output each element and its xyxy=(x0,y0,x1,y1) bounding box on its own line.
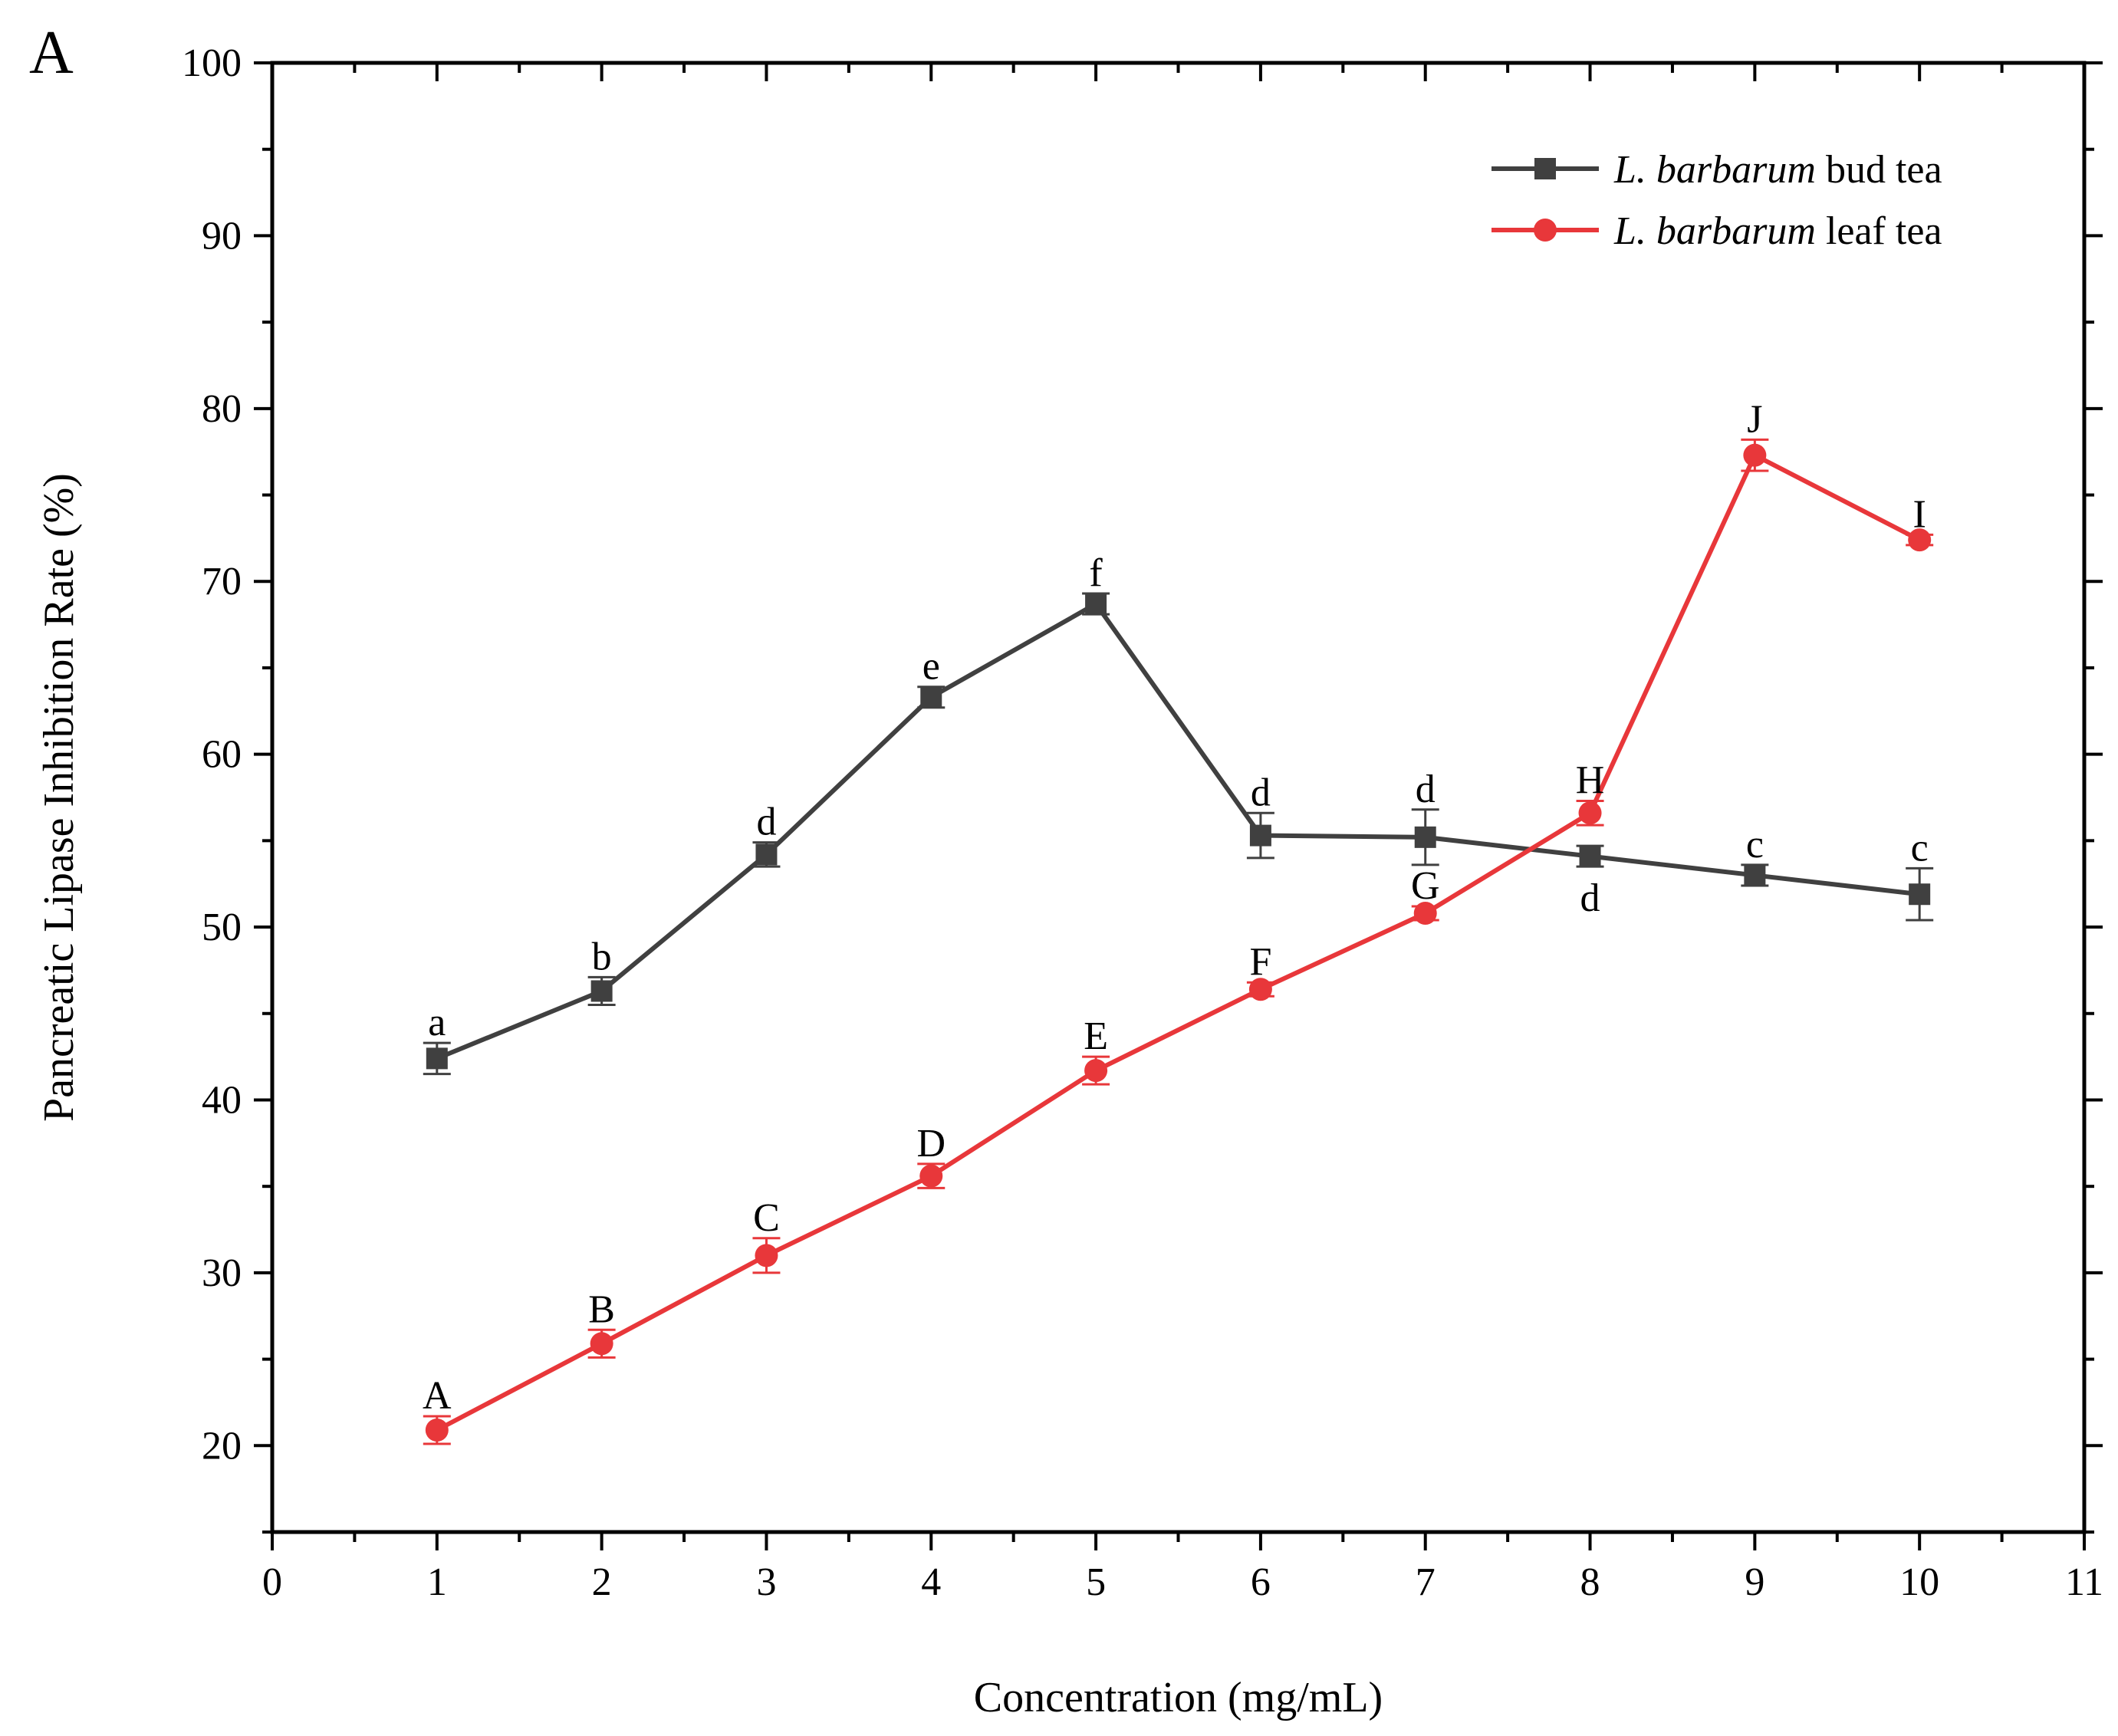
legend-label: L. barbarum bud tea xyxy=(1613,148,1942,192)
data-point-circle xyxy=(1743,443,1767,467)
y-axis-title: Pancreatic Lipase Inhibition Rate (%) xyxy=(35,473,83,1122)
significance-label: G xyxy=(1411,864,1440,908)
significance-label: c xyxy=(1746,823,1764,866)
significance-label: a xyxy=(428,1001,446,1044)
significance-label: e xyxy=(923,645,940,689)
x-tick-label: 1 xyxy=(427,1560,447,1604)
x-tick-label: 0 xyxy=(262,1560,282,1604)
series-bud-tea: a b d e f d d d c c xyxy=(423,551,1934,1076)
data-point-square xyxy=(755,843,778,866)
x-tick-label: 8 xyxy=(1580,1560,1600,1604)
data-point-square xyxy=(1744,864,1766,886)
significance-label: B xyxy=(588,1287,615,1331)
x-tick-label: 2 xyxy=(592,1560,612,1604)
data-point-square xyxy=(1085,593,1107,615)
x-tick-label: 6 xyxy=(1251,1560,1271,1604)
series-line xyxy=(436,601,1920,1061)
significance-label: H xyxy=(1576,759,1605,803)
significance-label: d xyxy=(1580,876,1600,920)
y-tick-label: 70 xyxy=(202,560,242,603)
y-tick-label: 80 xyxy=(202,387,242,431)
data-point-circle xyxy=(590,1332,613,1356)
data-point-square xyxy=(1249,824,1271,847)
data-point-circle xyxy=(1248,978,1272,1001)
data-point-circle xyxy=(1084,1059,1108,1083)
series-line xyxy=(436,452,1921,1432)
y-tick-label: 40 xyxy=(202,1078,242,1122)
legend-label-rest: bud tea xyxy=(1816,148,1942,192)
y-tick-label: 20 xyxy=(202,1424,242,1468)
legend-label-italic: L. barbarum xyxy=(1613,148,1816,192)
significance-label: F xyxy=(1249,940,1271,984)
significance-label: E xyxy=(1084,1014,1108,1058)
y-tick-label: 100 xyxy=(182,41,242,85)
y-tick-label: 30 xyxy=(202,1251,242,1295)
data-point-square xyxy=(1579,845,1601,867)
data-point-circle xyxy=(1908,528,1932,552)
y-tick-label: 50 xyxy=(202,906,242,949)
significance-label: d xyxy=(1251,771,1271,814)
x-tick-label: 4 xyxy=(921,1560,941,1604)
data-point-circle xyxy=(919,1164,943,1188)
significance-label: A xyxy=(423,1374,452,1418)
x-tick-label: 5 xyxy=(1086,1560,1106,1604)
plot-frame xyxy=(270,61,2087,1534)
significance-label: I xyxy=(1913,492,1926,536)
data-point-square xyxy=(1909,883,1931,906)
significance-label: C xyxy=(753,1196,780,1240)
panel-label: A xyxy=(29,19,74,87)
x-tick-label: 7 xyxy=(1416,1560,1436,1604)
data-point-square xyxy=(590,980,613,1002)
significance-label: b xyxy=(592,935,612,978)
significance-label: D xyxy=(916,1122,946,1166)
y-tick-label: 60 xyxy=(202,733,242,777)
data-point-square xyxy=(920,686,942,709)
legend-label-rest: leaf tea xyxy=(1816,209,1942,253)
y-tick-label: 90 xyxy=(202,214,242,258)
data-point-circle xyxy=(1413,902,1437,926)
data-point-square xyxy=(1414,826,1436,848)
significance-label: d xyxy=(756,801,776,844)
data-point-circle xyxy=(755,1244,778,1267)
data-point-circle xyxy=(425,1419,449,1442)
x-tick-label: 9 xyxy=(1745,1560,1764,1604)
significance-label: f xyxy=(1089,551,1103,595)
legend-marker-circle xyxy=(1534,219,1557,242)
significance-label: c xyxy=(1911,826,1929,870)
data-point-square xyxy=(426,1047,448,1070)
legend-label-italic: L. barbarum xyxy=(1613,209,1816,253)
legend-label: L. barbarum leaf tea xyxy=(1613,209,1942,253)
significance-label: J xyxy=(1747,397,1762,441)
data-point-circle xyxy=(1578,801,1602,825)
significance-label: d xyxy=(1416,768,1436,811)
legend-marker-square xyxy=(1534,158,1556,179)
x-tick-label: 11 xyxy=(2065,1560,2103,1604)
x-tick-label: 3 xyxy=(756,1560,776,1604)
series-leaf-tea: A B C D E F G H J I xyxy=(423,397,1934,1445)
x-axis-title: Concentration (mg/mL) xyxy=(974,1674,1383,1721)
x-tick-label: 10 xyxy=(1899,1560,1939,1604)
